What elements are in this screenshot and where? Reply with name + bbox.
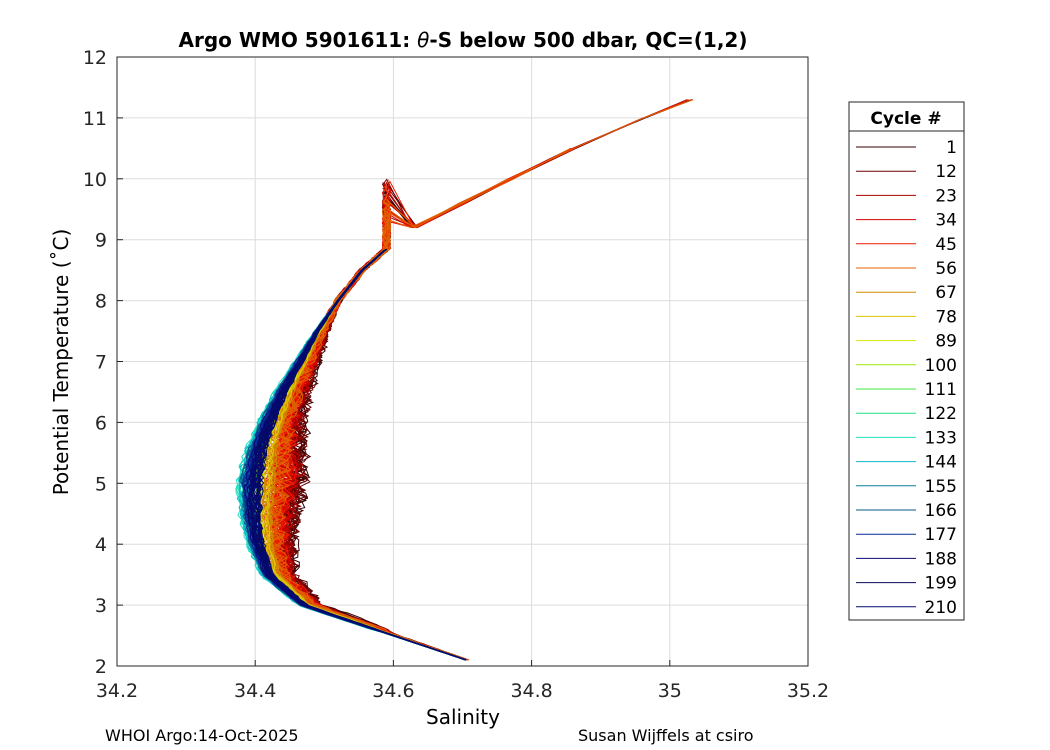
y-tick-label: 2 — [95, 656, 107, 678]
y-tick-label: 12 — [83, 47, 107, 69]
profile-line-cycle-1 — [280, 181, 468, 661]
profile-line-cycle-45 — [265, 99, 689, 661]
x-tick-label: 34.4 — [234, 680, 276, 702]
x-tick-label: 35.2 — [787, 680, 829, 702]
legend-label-199: 199 — [925, 574, 957, 594]
legend-label-56: 56 — [935, 259, 957, 279]
legend-label-100: 100 — [925, 356, 957, 376]
profile-line-cycle-12 — [281, 117, 644, 661]
legend-label-89: 89 — [935, 332, 957, 352]
profile-line-cycle-12 — [280, 99, 688, 661]
profile-line-cycle-23 — [280, 206, 466, 661]
x-tick-label: 34.2 — [96, 680, 138, 702]
legend-label-23: 23 — [935, 186, 957, 206]
y-tick-label: 5 — [95, 473, 107, 495]
y-tick-label: 3 — [95, 595, 107, 617]
legend-label-177: 177 — [925, 525, 957, 545]
profile-line-cycle-12 — [279, 178, 511, 661]
profile-line-cycle-1 — [282, 99, 692, 661]
x-tick-label: 34.6 — [372, 680, 414, 702]
y-axis-label: Potential Temperature (˚C) — [49, 229, 73, 496]
legend-label-1: 1 — [946, 138, 957, 158]
profile-line-cycle-1 — [280, 178, 511, 661]
legend-label-133: 133 — [925, 428, 957, 448]
x-axis-label: Salinity — [426, 705, 500, 729]
legend: Cycle # 1 12 23 34 45 56 67 78 89 100 111 122 133 144… — [848, 101, 965, 621]
profile-line-cycle-12 — [278, 117, 645, 661]
profile-line-cycle-56 — [266, 99, 694, 661]
legend-label-155: 155 — [925, 477, 957, 497]
profile-line-cycle-210 — [255, 258, 467, 661]
profile-line-cycle-23 — [271, 99, 693, 661]
y-tick-label: 11 — [83, 108, 107, 130]
legend-label-78: 78 — [935, 307, 957, 327]
y-tick-label: 4 — [95, 534, 107, 556]
x-tick-label: 34.8 — [510, 680, 552, 702]
legend-label-166: 166 — [925, 501, 957, 521]
y-tick-label: 6 — [95, 412, 107, 434]
legend-label-122: 122 — [925, 404, 957, 424]
y-tick-label: 7 — [95, 352, 107, 374]
grid-lines — [116, 56, 809, 667]
legend-label-34: 34 — [935, 211, 957, 231]
y-tick-label: 8 — [95, 291, 107, 313]
legend-title: Cycle # — [870, 109, 941, 129]
x-tick-label: 35 — [658, 680, 682, 702]
legend-label-210: 210 — [925, 598, 957, 618]
footer-source: WHOI Argo:14-Oct-2025 — [105, 726, 299, 745]
profile-lines — [235, 99, 694, 661]
legend-label-188: 188 — [925, 549, 957, 569]
chart-title: Argo WMO 5901611: θ-S below 500 dbar, QC… — [179, 28, 748, 52]
footer-author: Susan Wijffels at csiro — [578, 726, 754, 745]
legend-label-12: 12 — [935, 162, 957, 182]
y-tick-label: 9 — [95, 230, 107, 252]
legend-box — [848, 101, 965, 621]
legend-label-45: 45 — [935, 235, 957, 255]
axis-ticks: 34.2 34.4 34.6 34.8 35 35.2 2 3 4 5 6 7 8 9 10 11 12 — [83, 47, 829, 702]
profile-line-cycle-56 — [268, 147, 571, 661]
y-tick-label: 10 — [83, 169, 107, 191]
legend-label-111: 111 — [925, 380, 957, 400]
legend-label-67: 67 — [935, 283, 957, 303]
legend-label-144: 144 — [925, 453, 957, 473]
